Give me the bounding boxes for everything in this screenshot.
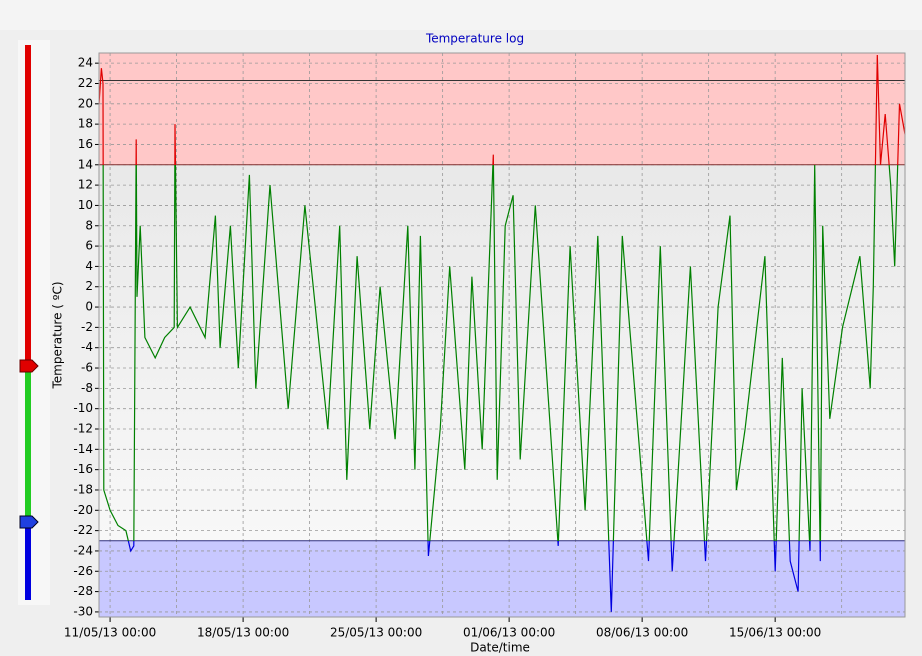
y-tick-label: -16 [73, 462, 93, 476]
x-tick-label: 15/06/13 00:00 [729, 626, 821, 640]
y-tick-label: -10 [73, 401, 93, 415]
temperature-line [98, 54, 906, 612]
header-strip [0, 0, 922, 30]
y-tick-label: -18 [73, 482, 93, 496]
x-axis-label: Date/time [470, 641, 530, 655]
threshold-slider[interactable] [18, 40, 50, 605]
y-tick-label: -20 [73, 503, 93, 517]
y-tick-label: -30 [73, 604, 93, 618]
lower-band [99, 540, 905, 617]
y-tick-label: 0 [85, 300, 93, 314]
chart-title: Temperature log [425, 32, 524, 46]
y-tick-label: 14 [78, 157, 93, 171]
y-tick-label: -12 [73, 422, 93, 436]
slider-normal [25, 366, 31, 522]
y-tick-label: 4 [85, 259, 93, 273]
y-tick-label: 12 [78, 178, 93, 192]
y-tick-label: -4 [81, 340, 93, 354]
plot-layer: -30-28-26-24-22-20-18-16-14-12-10-8-6-4-… [64, 53, 906, 640]
slider-low [25, 522, 31, 600]
upper-band [99, 53, 905, 165]
y-tick-label: 10 [78, 198, 93, 212]
low-handle[interactable] [19, 515, 39, 529]
x-tick-label: 11/05/13 00:00 [64, 626, 156, 640]
y-tick-label: -14 [73, 442, 93, 456]
y-tick-label: 20 [78, 96, 93, 110]
y-tick-label: -28 [73, 584, 93, 598]
y-tick-label: -8 [81, 381, 93, 395]
y-tick-label: -2 [81, 320, 93, 334]
plot-frame [98, 52, 906, 618]
slider-high [25, 45, 31, 366]
y-tick-label: 24 [78, 56, 93, 70]
y-tick-label: -6 [81, 361, 93, 375]
x-tick-label: 25/05/13 00:00 [330, 626, 422, 640]
high-handle[interactable] [19, 359, 39, 373]
x-tick-label: 18/05/13 00:00 [197, 626, 289, 640]
y-tick-label: 18 [78, 117, 93, 131]
y-tick-label: 2 [85, 279, 93, 293]
slider-panel [18, 40, 50, 605]
x-tick-label: 01/06/13 00:00 [463, 626, 555, 640]
y-tick-label: 22 [78, 76, 93, 90]
y-tick-label: -22 [73, 523, 93, 537]
x-tick-label: 08/06/13 00:00 [596, 626, 688, 640]
y-tick-label: -26 [73, 564, 93, 578]
y-tick-label: 6 [85, 239, 93, 253]
y-axis-label: Temperature ( ºC) [51, 281, 65, 389]
y-tick-label: 8 [85, 218, 93, 232]
y-tick-label: -24 [73, 543, 93, 557]
y-tick-label: 16 [78, 137, 93, 151]
